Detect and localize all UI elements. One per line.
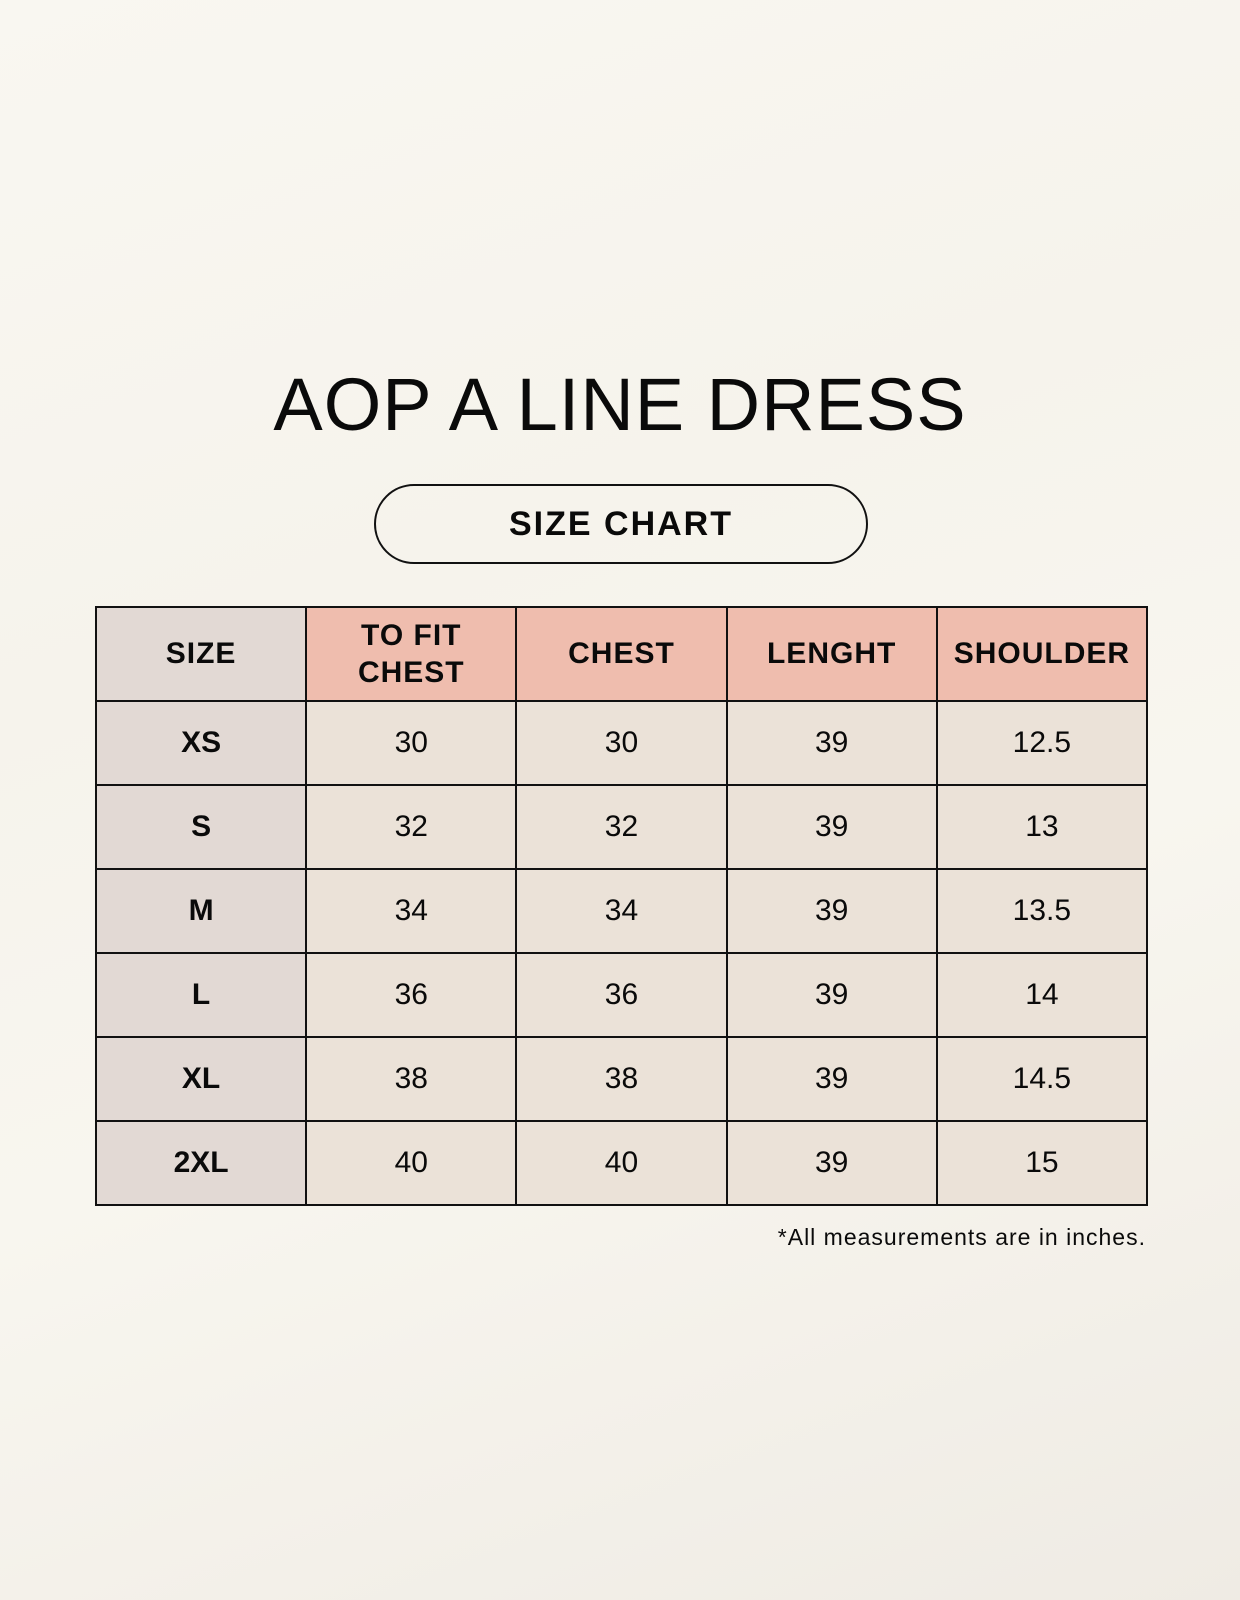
page-title: AOP A LINE DRESS — [273, 363, 967, 446]
cell-length: 39 — [725, 784, 938, 870]
cell-size: XS — [94, 700, 308, 786]
cell-size: XL — [94, 1036, 308, 1122]
table-row: XL 38 38 39 14.5 — [94, 1036, 1149, 1122]
cell-to-fit-chest: 30 — [305, 700, 518, 786]
cell-to-fit-chest: 38 — [305, 1036, 518, 1122]
table-row: L 36 36 39 14 — [94, 952, 1149, 1038]
header-size: SIZE — [94, 606, 308, 702]
cell-to-fit-chest: 34 — [305, 868, 518, 954]
cell-shoulder: 12.5 — [935, 700, 1149, 786]
header-to-fit-chest-text: TO FIT CHEST — [357, 618, 465, 690]
cell-chest: 38 — [515, 1036, 728, 1122]
cell-shoulder: 14 — [935, 952, 1149, 1038]
cell-length: 39 — [725, 952, 938, 1038]
cell-to-fit-chest: 40 — [305, 1120, 518, 1206]
header-length: LENGHT — [725, 606, 938, 702]
table-row: XS 30 30 39 12.5 — [94, 700, 1149, 786]
cell-to-fit-chest: 36 — [305, 952, 518, 1038]
cell-shoulder: 14.5 — [935, 1036, 1149, 1122]
cell-chest: 30 — [515, 700, 728, 786]
cell-size: M — [94, 868, 308, 954]
header-to-fit-chest: TO FIT CHEST — [305, 606, 518, 702]
cell-shoulder: 13 — [935, 784, 1149, 870]
cell-chest: 36 — [515, 952, 728, 1038]
cell-length: 39 — [725, 868, 938, 954]
header-shoulder: SHOULDER — [935, 606, 1149, 702]
cell-size: L — [94, 952, 308, 1038]
cell-length: 39 — [725, 700, 938, 786]
cell-chest: 40 — [515, 1120, 728, 1206]
size-chart-table: SIZE TO FIT CHEST CHEST LENGHT SHOULDER … — [94, 606, 1149, 1206]
cell-chest: 32 — [515, 784, 728, 870]
cell-to-fit-chest: 32 — [305, 784, 518, 870]
table-row: 2XL 40 40 39 15 — [94, 1120, 1149, 1206]
table-row: S 32 32 39 13 — [94, 784, 1149, 870]
cell-length: 39 — [725, 1036, 938, 1122]
cell-shoulder: 13.5 — [935, 868, 1149, 954]
cell-shoulder: 15 — [935, 1120, 1149, 1206]
cell-size: 2XL — [94, 1120, 308, 1206]
header-chest: CHEST — [515, 606, 728, 702]
cell-size: S — [94, 784, 308, 870]
table-row: M 34 34 39 13.5 — [94, 868, 1149, 954]
size-chart-label: SIZE CHART — [374, 484, 868, 564]
table-header-row: SIZE TO FIT CHEST CHEST LENGHT SHOULDER — [94, 606, 1149, 702]
footnote: *All measurements are in inches. — [777, 1224, 1146, 1250]
cell-length: 39 — [725, 1120, 938, 1206]
cell-chest: 34 — [515, 868, 728, 954]
